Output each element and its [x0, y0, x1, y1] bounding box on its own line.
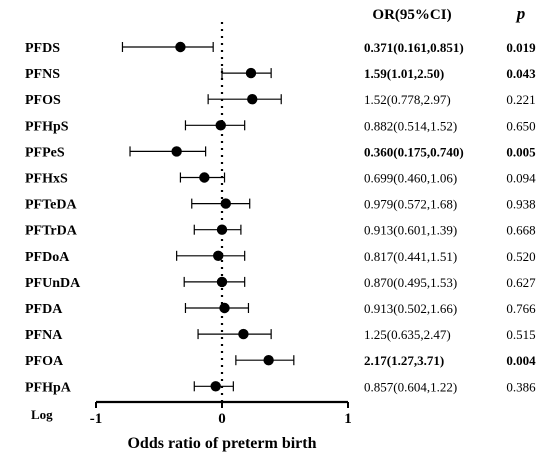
row-label: PFNA — [25, 328, 63, 343]
or-ci-value: 0.870(0.495,1.53) — [364, 275, 457, 290]
or-ci-value: 0.913(0.502,1.66) — [364, 301, 457, 316]
or-ci-value: 1.59(1.01,2.50) — [364, 66, 444, 81]
row-label: PFHpS — [25, 119, 69, 134]
estimate-point — [171, 146, 182, 157]
p-value: 0.004 — [506, 353, 536, 368]
forest-row: PFTeDA 0.979(0.572,1.68) 0.938 — [25, 197, 536, 213]
row-label: PFNS — [25, 67, 60, 82]
row-label: PFOA — [25, 354, 64, 369]
p-value: 0.221 — [506, 92, 535, 107]
or-ci-value: 0.699(0.460,1.06) — [364, 171, 457, 186]
forest-row: PFNA 1.25(0.635,2.47) 0.515 — [25, 327, 536, 343]
estimate-point — [175, 41, 186, 53]
p-value: 0.094 — [506, 171, 536, 186]
forest-row: PFDA 0.913(0.502,1.66) 0.766 — [25, 301, 536, 317]
row-label: PFDS — [25, 41, 60, 56]
p-value: 0.019 — [506, 40, 536, 55]
x-tick-label: 1 — [344, 411, 352, 427]
forest-row: PFHxS 0.699(0.460,1.06) 0.094 — [25, 171, 536, 187]
estimate-point — [216, 224, 228, 235]
estimate-point — [219, 302, 230, 314]
row-label: PFUnDA — [25, 276, 81, 291]
estimate-point — [215, 120, 226, 131]
p-value: 0.515 — [506, 327, 535, 342]
row-label: PFTrDA — [25, 224, 78, 239]
estimate-point — [247, 94, 258, 105]
header-or: OR(95%CI) — [372, 7, 451, 23]
or-ci-value: 1.25(0.635,2.47) — [364, 327, 451, 342]
p-value: 0.520 — [506, 249, 535, 264]
p-value: 0.766 — [506, 301, 536, 316]
or-ci-value: 0.857(0.604,1.22) — [364, 379, 457, 394]
estimate-point — [263, 355, 274, 366]
or-ci-value: 0.882(0.514,1.52) — [364, 118, 457, 133]
estimate-point — [213, 250, 224, 261]
or-ci-value: 0.979(0.572,1.68) — [364, 197, 457, 212]
p-value: 0.005 — [506, 144, 536, 159]
estimate-point — [245, 67, 257, 79]
p-value: 0.043 — [506, 66, 536, 81]
forest-row: PFOS 1.52(0.778,2.97) 0.221 — [25, 92, 536, 108]
estimate-point — [199, 172, 210, 183]
forest-rows: PFDS 0.371(0.161,0.851) 0.019 PFNS 1.59(1.01… — [25, 40, 536, 395]
forest-row: PFNS 1.59(1.01,2.50) 0.043 — [25, 66, 536, 82]
row-label: PFHpA — [25, 380, 72, 395]
x-tick-label: -1 — [90, 411, 103, 427]
estimate-point — [238, 328, 249, 340]
x-axis-label: Odds ratio of preterm birth — [127, 435, 316, 452]
forest-row: PFTrDA 0.913(0.601,1.39) 0.668 — [25, 223, 536, 239]
x-axis-ticks: -1 0 1 — [90, 402, 352, 427]
row-label: PFHxS — [25, 172, 68, 187]
p-value: 0.668 — [506, 223, 535, 238]
row-label: PFOS — [25, 93, 61, 108]
or-ci-value: 0.913(0.601,1.39) — [364, 223, 457, 238]
row-label: PFDoA — [25, 250, 70, 265]
estimate-point — [210, 381, 221, 392]
or-ci-value: 2.17(1.27,3.71) — [364, 353, 444, 368]
or-ci-value: 1.52(0.778,2.97) — [364, 92, 451, 107]
p-value: 0.627 — [506, 275, 536, 290]
or-ci-value: 0.817(0.441,1.51) — [364, 249, 457, 264]
forest-row: PFDS 0.371(0.161,0.851) 0.019 — [25, 40, 536, 56]
estimate-point — [220, 198, 231, 209]
forest-row: PFUnDA 0.870(0.495,1.53) 0.627 — [25, 275, 536, 291]
header-p: p — [515, 4, 526, 23]
p-value: 0.386 — [506, 379, 536, 394]
forest-row: PFHpA 0.857(0.604,1.22) 0.386 — [25, 379, 536, 395]
p-value: 0.938 — [506, 197, 535, 212]
row-label: PFDA — [25, 302, 63, 317]
row-label: PFPeS — [25, 145, 65, 160]
row-label: PFTeDA — [25, 198, 77, 213]
forest-row: PFDoA 0.817(0.441,1.51) 0.520 — [25, 249, 536, 265]
forest-row: PFOA 2.17(1.27,3.71) 0.004 — [25, 353, 536, 369]
p-value: 0.650 — [506, 118, 535, 133]
or-ci-value: 0.371(0.161,0.851) — [364, 40, 464, 55]
forest-row: PFPeS 0.360(0.175,0.740) 0.005 — [25, 144, 536, 160]
x-tick-label: 0 — [218, 411, 226, 427]
or-ci-value: 0.360(0.175,0.740) — [364, 144, 464, 159]
log-label: Log — [31, 407, 53, 422]
forest-row: PFHpS 0.882(0.514,1.52) 0.650 — [25, 118, 536, 134]
